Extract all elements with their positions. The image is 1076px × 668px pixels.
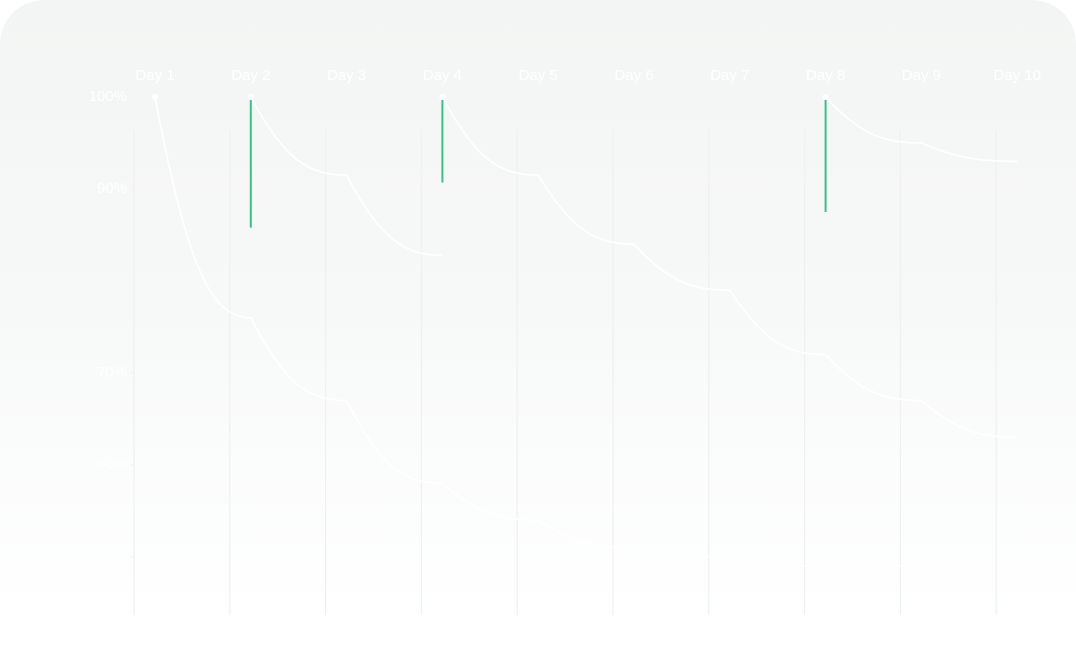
x-tick-label: Day 9 [902,67,941,84]
x-tick-label: Day 2 [231,67,270,84]
curve [250,96,443,257]
y-tick-label: 100% [89,88,127,105]
curve [825,96,1018,163]
review-bar [441,97,444,183]
start-dot [152,94,158,100]
x-tick-label: Day 7 [710,67,749,84]
start-dot [247,94,254,100]
y-tick-label: 70% [97,364,127,381]
x-tick-label: Day 6 [614,67,653,84]
x-tick-label: Day 10 [993,67,1041,84]
start-dot [822,94,829,100]
review-bar [824,97,827,212]
start-dot [439,94,446,100]
curve [154,96,922,568]
x-tick-label: Day 3 [327,67,366,84]
x-tick-label: Day 5 [519,67,558,84]
y-tick-label: 60% [97,456,127,473]
curve [441,96,1018,439]
x-tick-label: Day 8 [806,67,845,84]
x-tick-label: Day 1 [135,67,174,84]
review-bar [249,97,252,228]
x-tick-label: Day 4 [423,67,462,84]
y-tick-label: 50% [97,548,127,565]
y-tick-label: 90% [97,180,127,197]
